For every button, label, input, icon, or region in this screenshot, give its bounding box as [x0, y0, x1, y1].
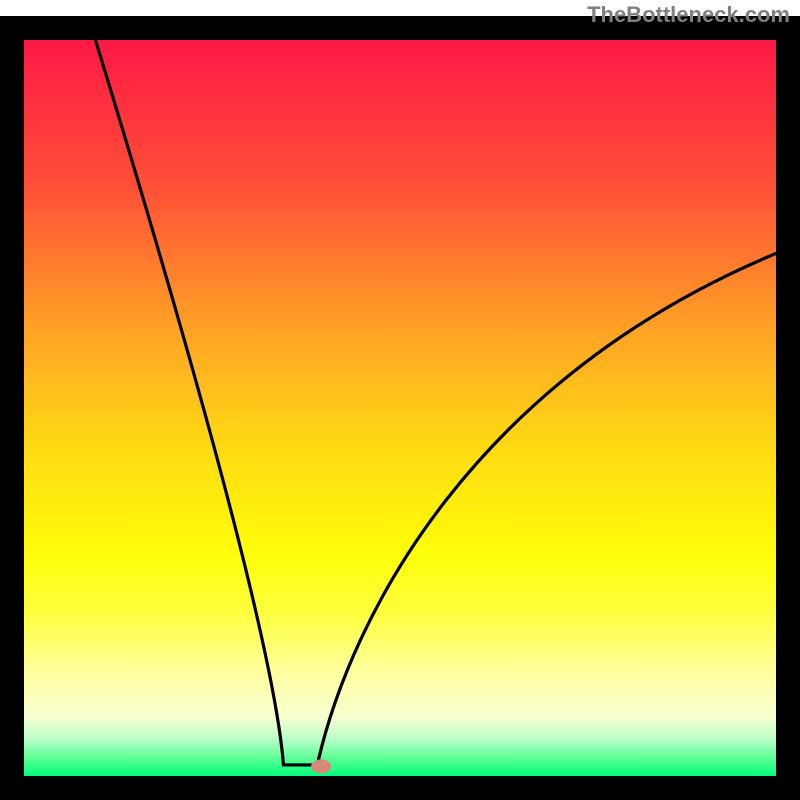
chart-background — [24, 40, 776, 776]
optimum-marker — [311, 759, 331, 773]
watermark-text: TheBottleneck.com — [587, 2, 790, 28]
bottleneck-chart — [0, 0, 800, 800]
